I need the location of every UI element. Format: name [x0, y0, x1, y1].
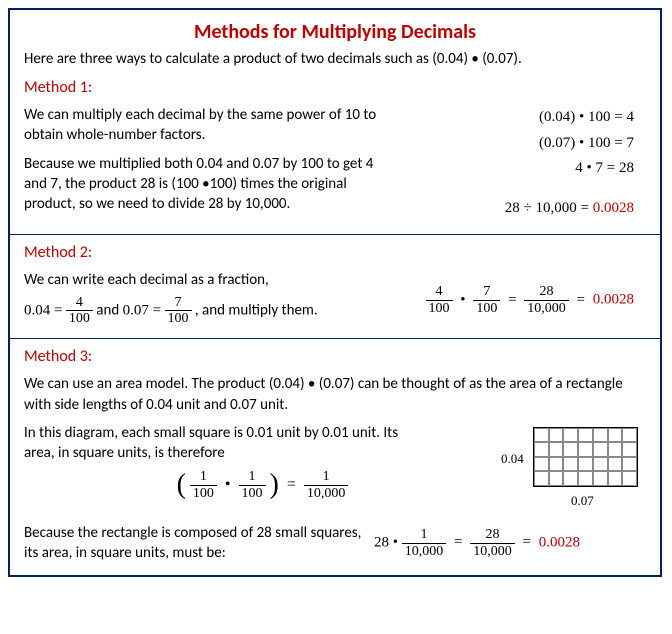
- m3-final-eq: 28 • 110,000 = 2810,000 = 0.0028: [374, 527, 580, 559]
- m3-area-eq: ( 1100 • 1100 ) = 110,000: [24, 469, 501, 501]
- grid-cell: [563, 442, 578, 457]
- grid-cell: [563, 471, 578, 486]
- grid-cell: [593, 471, 608, 486]
- grid-cell: [534, 457, 549, 472]
- m3-p3: Because the rectangle is composed of 28 …: [24, 523, 374, 564]
- m1-eq1: (0.04) • 100 = 4: [394, 105, 634, 131]
- method-1-p1: We can multiply each decimal by the same…: [24, 105, 384, 146]
- grid-cell: [578, 471, 593, 486]
- m1-eq4a: 28 ÷ 10,000 =: [505, 200, 593, 216]
- intro-text: Here are three ways to calculate a produ…: [10, 50, 660, 78]
- grid-cell: [608, 428, 623, 443]
- grid-cell: [608, 442, 623, 457]
- method-1-p2: Because we multiplied both 0.04 and 0.07…: [24, 154, 384, 215]
- grid-cell: [549, 442, 564, 457]
- grid-cell: [608, 471, 623, 486]
- grid-cell: [622, 471, 637, 486]
- grid-cell: [622, 442, 637, 457]
- method-3-header: Method 3:: [24, 347, 646, 366]
- method-1-header: Method 1:: [24, 78, 646, 97]
- grid-cell: [593, 457, 608, 472]
- grid-cell: [578, 457, 593, 472]
- grid-cell: [578, 428, 593, 443]
- area-model-diagram: 0.04 0.07: [501, 423, 646, 523]
- grid-cell: [534, 471, 549, 486]
- grid-cell: [549, 457, 564, 472]
- m1-eq2: (0.07) • 100 = 7: [394, 131, 634, 157]
- grid-cell: [622, 457, 637, 472]
- m3-p1: We can use an area model. The product (0…: [24, 374, 646, 415]
- grid-cell: [593, 442, 608, 457]
- m3-p2: In this diagram, each small square is 0.…: [24, 423, 424, 464]
- grid-rectangle: [533, 427, 638, 487]
- method-2-header: Method 2:: [24, 243, 646, 262]
- grid-cell: [549, 428, 564, 443]
- method-3-section: Method 3: We can use an area model. The …: [10, 338, 660, 575]
- m1-eq3: 4 • 7 = 28: [394, 156, 634, 182]
- grid-x-label: 0.07: [571, 493, 594, 509]
- m1-eq4-result: 0.0028: [593, 200, 634, 216]
- grid-cell: [549, 471, 564, 486]
- m2-result: 0.0028: [593, 292, 634, 308]
- m2-p1a: We can write each decimal as a fraction,: [24, 270, 364, 290]
- method-2-section: Method 2: We can write each decimal as a…: [10, 234, 660, 338]
- page-title: Methods for Multiplying Decimals: [10, 10, 660, 50]
- m2-fraction-text: 0.04 = 4100 and 0.07 = 7100 , and multip…: [24, 295, 364, 327]
- grid-cell: [534, 428, 549, 443]
- grid-cell: [563, 457, 578, 472]
- grid-cell: [534, 442, 549, 457]
- grid-cell: [578, 442, 593, 457]
- grid-cell: [622, 428, 637, 443]
- grid-cell: [593, 428, 608, 443]
- method-1-section: Method 1: We can multiply each decimal b…: [10, 78, 660, 234]
- grid-cell: [608, 457, 623, 472]
- m3-result: 0.0028: [539, 534, 580, 550]
- grid-y-label: 0.04: [501, 451, 524, 467]
- document-container: Methods for Multiplying Decimals Here ar…: [8, 8, 662, 577]
- grid-cell: [563, 428, 578, 443]
